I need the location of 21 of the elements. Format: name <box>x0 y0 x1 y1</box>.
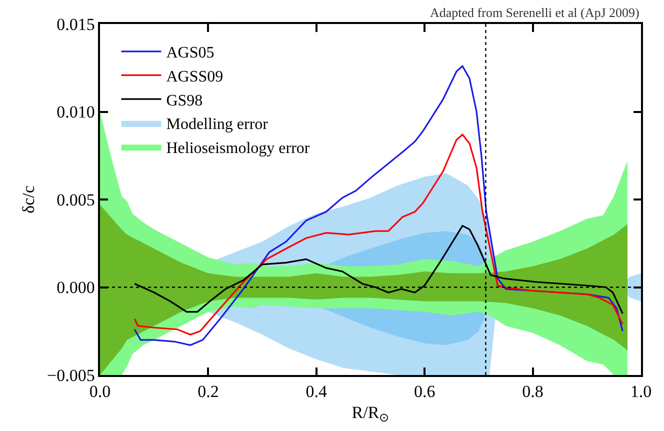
line-series <box>134 134 624 336</box>
x-tick-label: 0.8 <box>522 382 544 402</box>
legend-label: AGSS09 <box>166 68 224 86</box>
line-series <box>134 65 624 346</box>
x-tick-label: 1.0 <box>630 382 652 402</box>
legend-label: Helioseismology error <box>166 140 310 157</box>
x-tick-label: 0.0 <box>89 382 111 402</box>
x-axis-title: R/R$_{⊙}$ <box>352 403 390 425</box>
text: Adapted from Serenelli et al (ApJ 2009) <box>430 5 640 20</box>
legend-label: Modelling error <box>166 116 269 134</box>
y-tick-label: 0.005 <box>56 190 95 210</box>
y-tick-label: −0.005 <box>47 366 95 385</box>
y-tick-label: 0.015 <box>56 14 95 34</box>
x-tick-label: 0.6 <box>414 382 436 402</box>
legend-label: AGS05 <box>166 44 214 62</box>
y-tick-label: 0.010 <box>56 102 95 122</box>
y-tick-label: 0.000 <box>56 278 95 298</box>
legend-label: GS98 <box>166 92 203 110</box>
x-tick-label: 0.2 <box>198 382 219 402</box>
x-tick-label: 0.4 <box>306 382 328 402</box>
y-axis-title: δc/c <box>19 185 38 214</box>
